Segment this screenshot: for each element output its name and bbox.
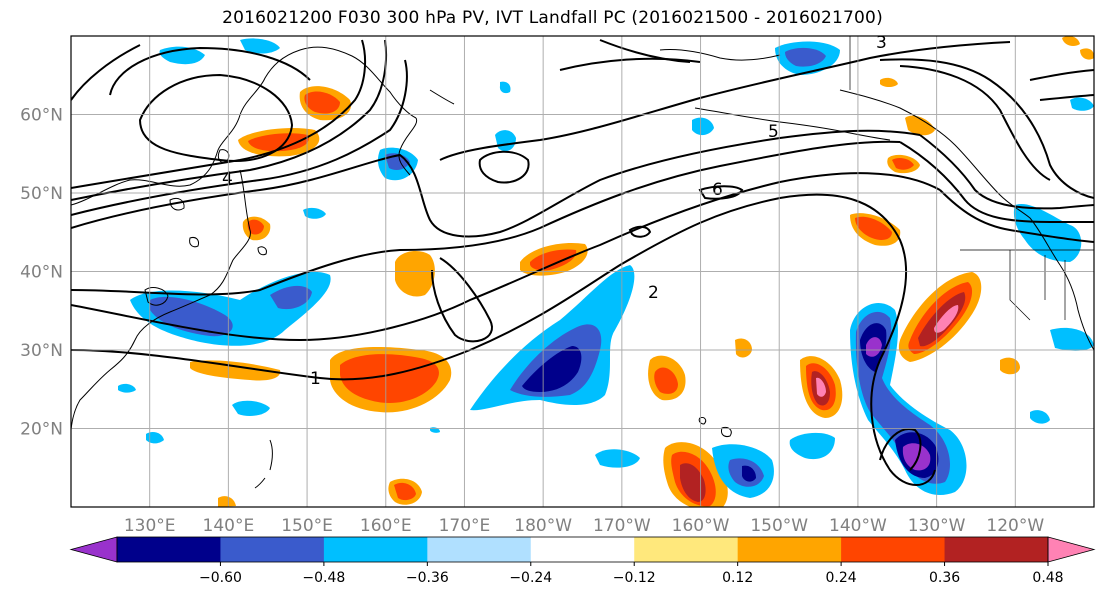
- map-frame: [70, 35, 1095, 508]
- longitude-label: 130°W: [908, 516, 966, 536]
- plot-title: 2016021200 F030 300 hPa PV, IVT Landfall…: [222, 8, 883, 28]
- longitude-label: 130°E: [124, 516, 176, 536]
- latitude-label: 40°N: [20, 263, 63, 283]
- colorbar-segment: [427, 537, 532, 562]
- colorbar-tick-label: −0.48: [302, 570, 345, 586]
- longitude-label: 180°W: [514, 516, 572, 536]
- longitude-label: 170°W: [593, 516, 651, 536]
- colorbar-segment: [530, 537, 635, 562]
- colorbar-tick-label: −0.36: [406, 570, 449, 586]
- colorbar-tick-label: −0.60: [199, 570, 242, 586]
- pv-label: 5: [768, 122, 779, 142]
- pv-label: 3: [876, 33, 887, 53]
- latitude-labels: 60°N 50°N 40°N 30°N 20°N: [20, 106, 63, 440]
- colorbar-tick-label: 0.36: [929, 570, 960, 586]
- longitude-labels: 130°E 140°E 150°E 160°E 170°E 180°W 170°W 160°W…: [124, 516, 1045, 536]
- coastlines: [71, 36, 1094, 489]
- longitude-label: 140°W: [829, 516, 887, 536]
- colorbar-tick-label: −0.12: [613, 570, 656, 586]
- latitude-label: 60°N: [20, 106, 63, 126]
- longitude-label: 150°E: [281, 516, 333, 536]
- colorbar-tick-label: 0.48: [1032, 570, 1063, 586]
- longitude-label: 150°W: [750, 516, 808, 536]
- ivt-shading-layer: [118, 36, 1094, 507]
- colorbar-segment: [117, 537, 221, 562]
- pv-label: 1: [310, 369, 321, 389]
- pv-label: 6: [712, 180, 723, 200]
- longitude-label: 120°W: [986, 516, 1044, 536]
- negative-anomaly-regions: [118, 38, 1094, 498]
- colorbar-segment: [737, 537, 842, 562]
- colorbar-segment: [841, 537, 946, 562]
- colorbar-segment: [944, 537, 1049, 562]
- colorbar-extend-high: [1047, 536, 1096, 563]
- positive-anomaly-regions: [190, 36, 1094, 507]
- colorbar-tick-label: 0.24: [826, 570, 857, 586]
- longitude-label: 160°E: [360, 516, 412, 536]
- longitude-label: 140°E: [203, 516, 255, 536]
- latitude-label: 20°N: [20, 420, 63, 440]
- pv-contour-labels: 1 2 3 4 5 6: [222, 33, 887, 389]
- longitude-label: 160°W: [672, 516, 730, 536]
- colorbar-tick-label: 0.12: [722, 570, 753, 586]
- colorbar-frame: [116, 536, 1049, 563]
- pv-label: 4: [222, 169, 233, 189]
- gridlines: [71, 36, 1094, 507]
- latitude-label: 50°N: [20, 184, 63, 204]
- longitude-label: 170°E: [439, 516, 491, 536]
- colorbar-extend-low: [69, 536, 118, 563]
- colorbar-segment: [220, 537, 325, 562]
- colorbar-segment: [323, 537, 428, 562]
- colorbar-segment: [634, 537, 739, 562]
- pv-contour-lines: [71, 39, 1094, 486]
- latitude-label: 30°N: [20, 341, 63, 361]
- colorbar-tick-label: −0.24: [509, 570, 552, 586]
- pv-label: 2: [648, 283, 659, 303]
- colorbar: −0.60 −0.48 −0.36 −0.24 −0.12 0.12 0.24 0.36 0.4…: [69, 536, 1096, 586]
